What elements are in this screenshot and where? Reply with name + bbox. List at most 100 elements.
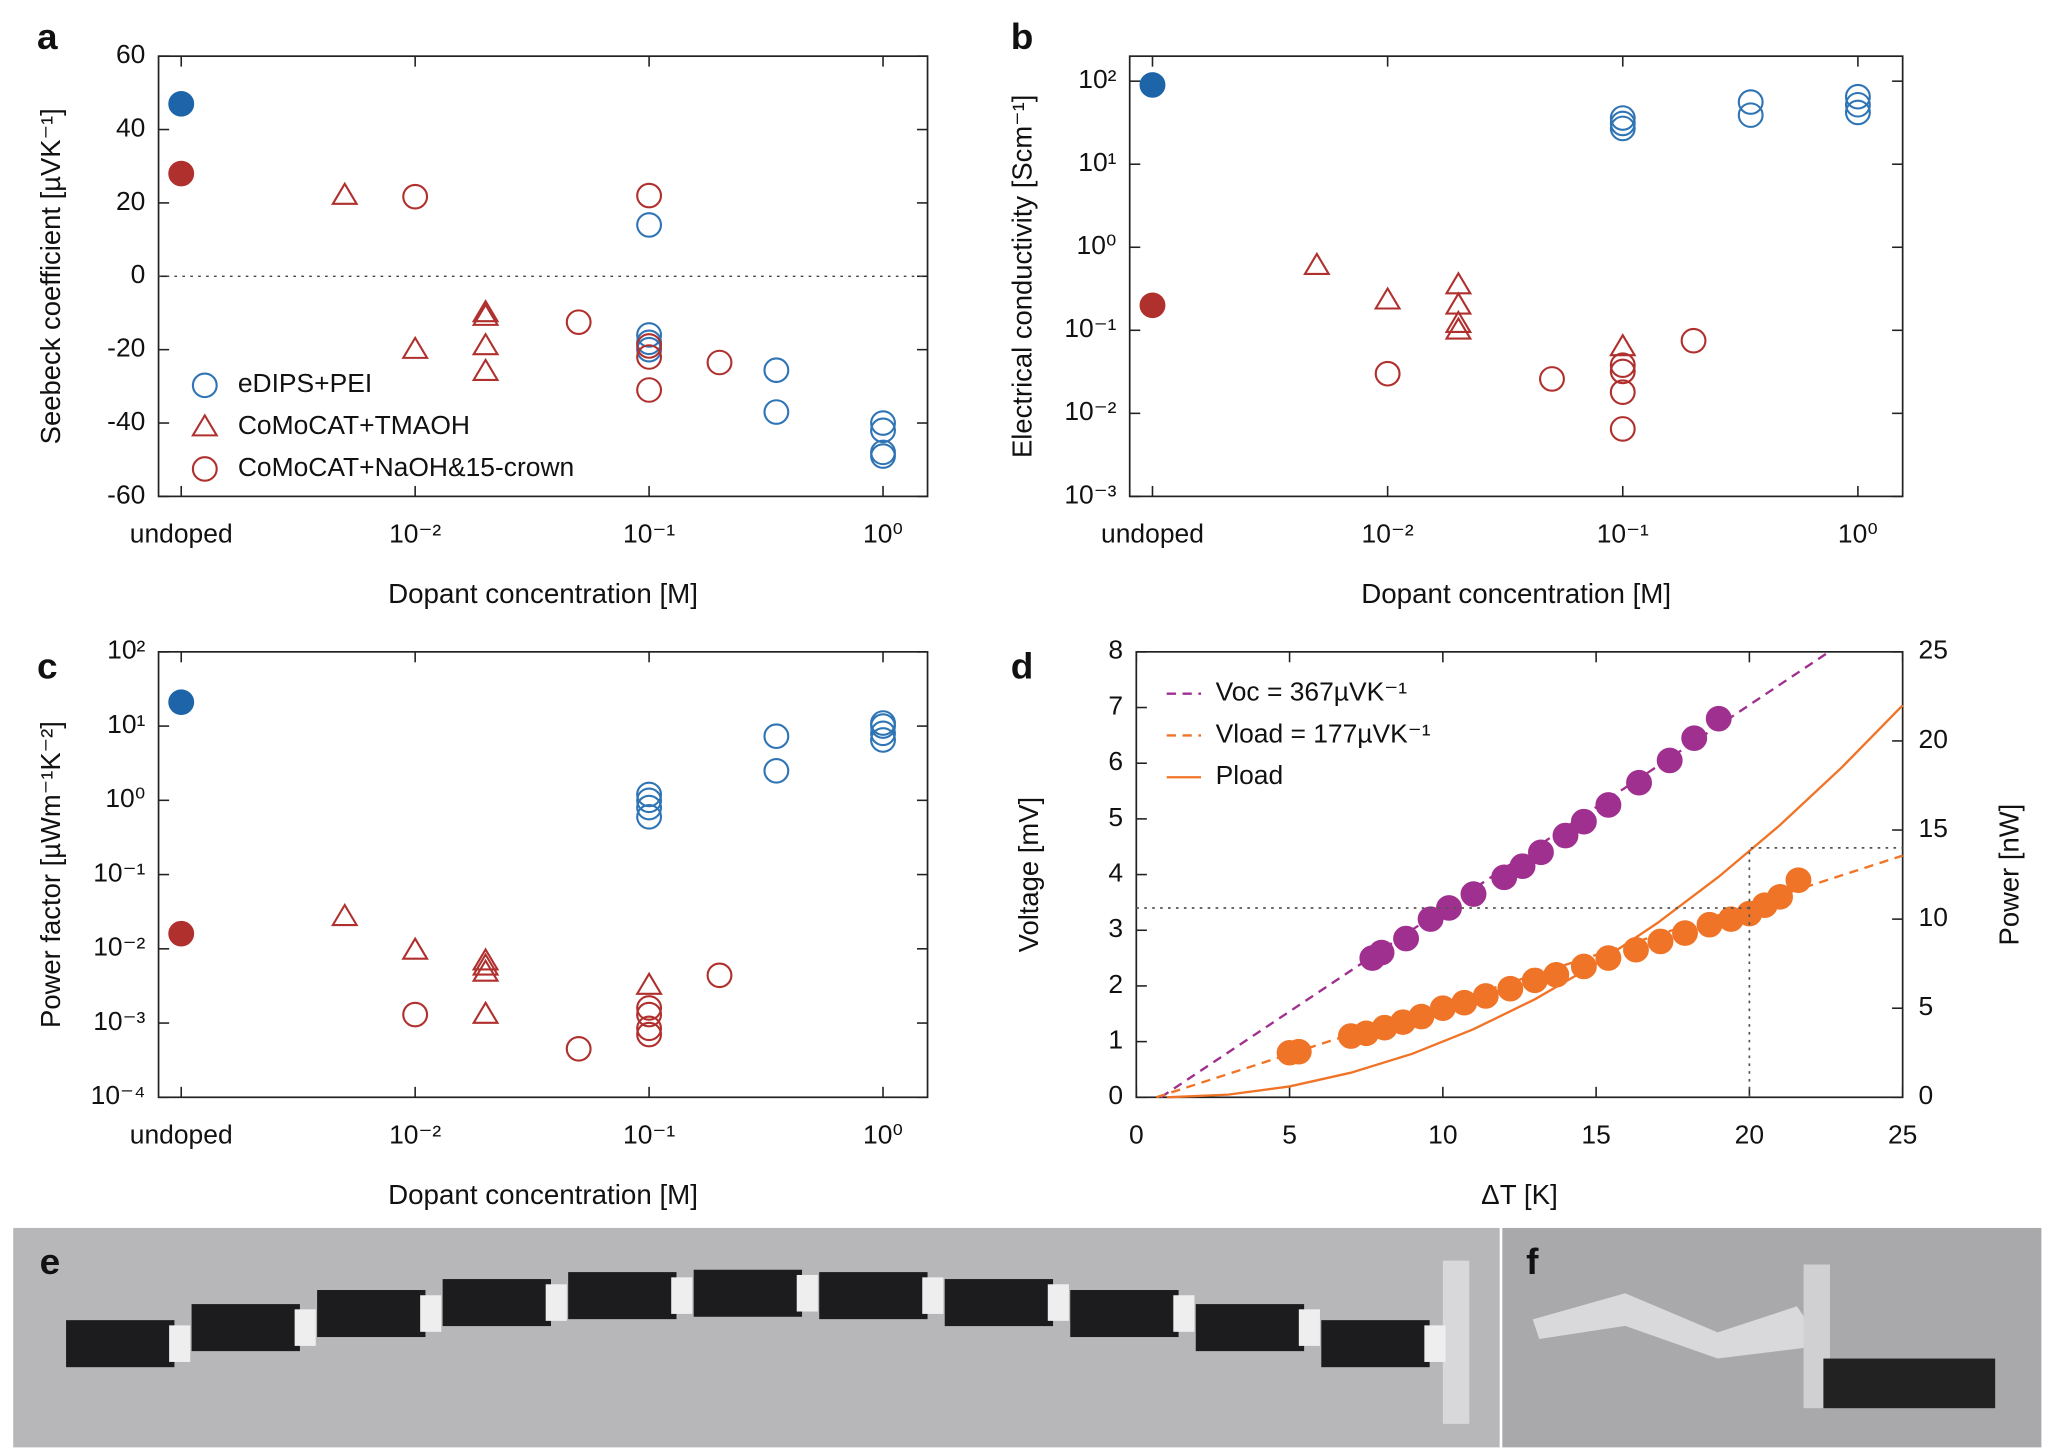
y-tick-label: 10¹	[107, 709, 145, 739]
x-tick-label: 10⁻²	[389, 519, 441, 549]
data-point	[636, 344, 663, 370]
film-segment	[1070, 1290, 1179, 1338]
data-point	[1527, 839, 1554, 866]
legend-label: Voc = 367µVK⁻¹	[1216, 677, 1408, 707]
y-tick-label: 10⁻¹	[93, 858, 145, 888]
data-point	[168, 920, 195, 947]
data-point	[1609, 115, 1636, 142]
data-point	[636, 1001, 663, 1028]
film-segment	[317, 1290, 426, 1338]
data-point	[870, 443, 896, 469]
film-segment	[442, 1279, 551, 1327]
data-point	[1285, 1038, 1312, 1065]
data-point	[1139, 72, 1166, 98]
data-point	[402, 183, 429, 210]
data-point	[1609, 416, 1636, 442]
data-point	[636, 322, 663, 348]
data-point	[168, 689, 195, 715]
film-segment	[944, 1279, 1054, 1327]
x-tick-label: 0	[1129, 1120, 1144, 1150]
y-tick-label: 6	[1108, 746, 1123, 776]
y-axis-label: Power factor [µWm⁻¹K⁻²]	[35, 721, 66, 1028]
data-point	[1737, 102, 1764, 128]
plot-frame	[1128, 55, 1904, 498]
x-tick-label: 25	[1888, 1120, 1917, 1150]
data-point	[471, 332, 500, 356]
connector	[420, 1295, 442, 1332]
data-point	[1368, 939, 1395, 966]
data-point	[636, 212, 663, 238]
legend-label: eDIPS+PEI	[238, 368, 372, 398]
data-point	[870, 720, 896, 747]
chart: a undoped 10⁻² 10⁻¹ 10⁰ -60 -40 -20 0 20 40 60 Dopan…	[35, 16, 929, 609]
data-point	[763, 723, 790, 750]
data-point	[1656, 747, 1683, 774]
x-tick-label: 10⁻²	[1362, 519, 1414, 549]
foil	[1532, 1293, 1824, 1359]
series-line	[1748, 846, 1903, 1098]
data-point	[471, 299, 500, 323]
data-point	[1139, 292, 1166, 319]
x-tick-label: undoped	[1101, 519, 1204, 549]
data-point	[1844, 83, 1871, 110]
x-axis-label: Dopant concentration [M]	[388, 578, 698, 609]
data-point	[1609, 110, 1636, 137]
connector	[1047, 1284, 1069, 1321]
data-point	[1444, 316, 1473, 340]
y2-tick-label: 10	[1919, 902, 1948, 932]
data-point	[1303, 251, 1331, 275]
panel-label: b	[1011, 16, 1034, 57]
data-point	[1609, 333, 1637, 357]
data-point	[1521, 967, 1548, 994]
y-tick-label: 3	[1108, 913, 1123, 943]
data-point	[1609, 105, 1636, 131]
connector	[1424, 1325, 1446, 1362]
data-point	[1767, 884, 1793, 910]
data-point	[1444, 271, 1473, 295]
data-point	[636, 787, 663, 814]
data-point	[1595, 792, 1622, 818]
data-point	[330, 181, 359, 205]
legend-marker	[191, 456, 218, 482]
data-point	[636, 794, 663, 821]
data-point	[706, 349, 733, 376]
panel-label: a	[37, 16, 58, 57]
connector	[922, 1277, 944, 1314]
y-tick-label: 0	[1108, 1080, 1123, 1110]
x-tick-label: 15	[1581, 1120, 1610, 1150]
y-tick-label: 10⁻³	[93, 1006, 145, 1036]
data-point	[1429, 995, 1456, 1022]
data-point	[870, 727, 896, 753]
data-point	[1373, 286, 1402, 310]
data-point	[1497, 975, 1524, 1002]
y-tick-label: 5	[1108, 802, 1123, 832]
data-point	[401, 936, 429, 960]
data-point	[706, 962, 733, 989]
data-point	[763, 399, 790, 425]
data-point	[1681, 725, 1708, 751]
data-point	[471, 302, 500, 326]
connector	[1173, 1295, 1195, 1332]
data-point	[1626, 769, 1652, 796]
y2-axis-label: Power [nW]	[1993, 804, 2024, 946]
film-segment	[568, 1272, 677, 1320]
y-tick-label: 10⁰	[1077, 230, 1117, 260]
y-tick-label: 60	[116, 39, 145, 69]
y-tick-label: 10²	[107, 635, 145, 665]
film-segment	[1195, 1304, 1305, 1352]
x-tick-label: 10⁰	[863, 1120, 903, 1150]
data-point	[330, 902, 359, 927]
data-point	[1785, 867, 1812, 893]
x-tick-label: 10⁰	[863, 519, 903, 549]
film-segment	[1321, 1320, 1430, 1368]
y-tick-label: 0	[131, 259, 146, 289]
data-point	[636, 1015, 663, 1042]
photos: e f	[13, 1227, 2042, 1448]
data-point	[1570, 808, 1597, 835]
data-point	[1451, 989, 1478, 1016]
film-segment	[693, 1269, 803, 1317]
data-point	[471, 958, 500, 982]
x-axis-label: Dopant concentration [M]	[388, 1179, 698, 1210]
data-point	[1570, 953, 1597, 980]
